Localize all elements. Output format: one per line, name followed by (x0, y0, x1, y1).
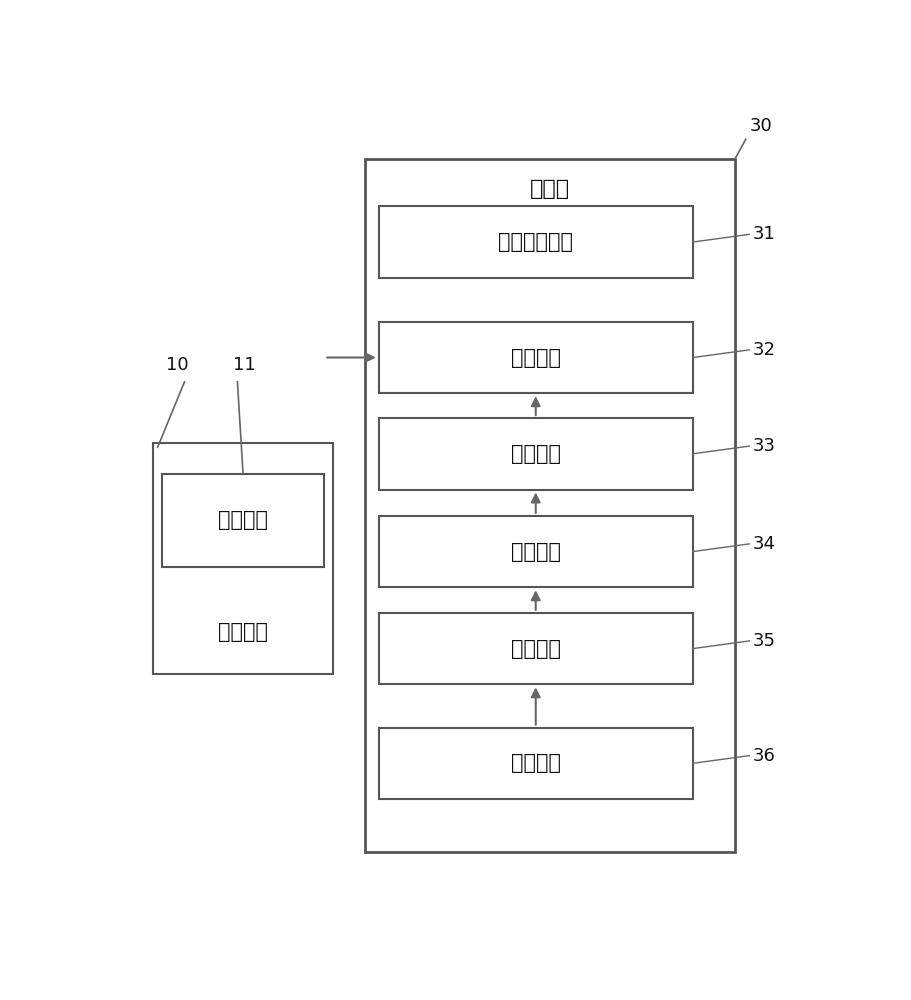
Text: 获取模组: 获取模组 (511, 348, 561, 368)
Text: 35: 35 (752, 632, 776, 650)
Bar (379, 728, 692, 799)
Text: 判断模组: 判断模组 (511, 639, 561, 659)
Text: 32: 32 (752, 341, 776, 359)
Bar (153, 443, 333, 674)
Text: 34: 34 (752, 535, 776, 553)
Text: 拍摄装置: 拍摄装置 (218, 622, 268, 642)
Bar (379, 418, 692, 490)
Text: 处理模组: 处理模组 (511, 542, 561, 562)
Text: 11: 11 (233, 356, 256, 374)
Bar (379, 206, 692, 278)
Text: 31: 31 (752, 225, 775, 243)
Text: 参数设置模组: 参数设置模组 (498, 232, 573, 252)
Text: 30: 30 (749, 117, 772, 135)
Bar (379, 613, 692, 684)
Bar (364, 158, 735, 852)
Text: 机器人: 机器人 (530, 179, 570, 199)
Text: 筛选模组: 筛选模组 (511, 444, 561, 464)
Bar (162, 474, 324, 567)
Text: 10: 10 (166, 356, 189, 374)
Bar (379, 516, 692, 587)
Text: 发送模组: 发送模组 (218, 510, 268, 530)
Text: 33: 33 (752, 437, 776, 455)
Text: 执行模组: 执行模组 (511, 753, 561, 773)
Text: 36: 36 (752, 747, 775, 765)
Bar (379, 322, 692, 393)
